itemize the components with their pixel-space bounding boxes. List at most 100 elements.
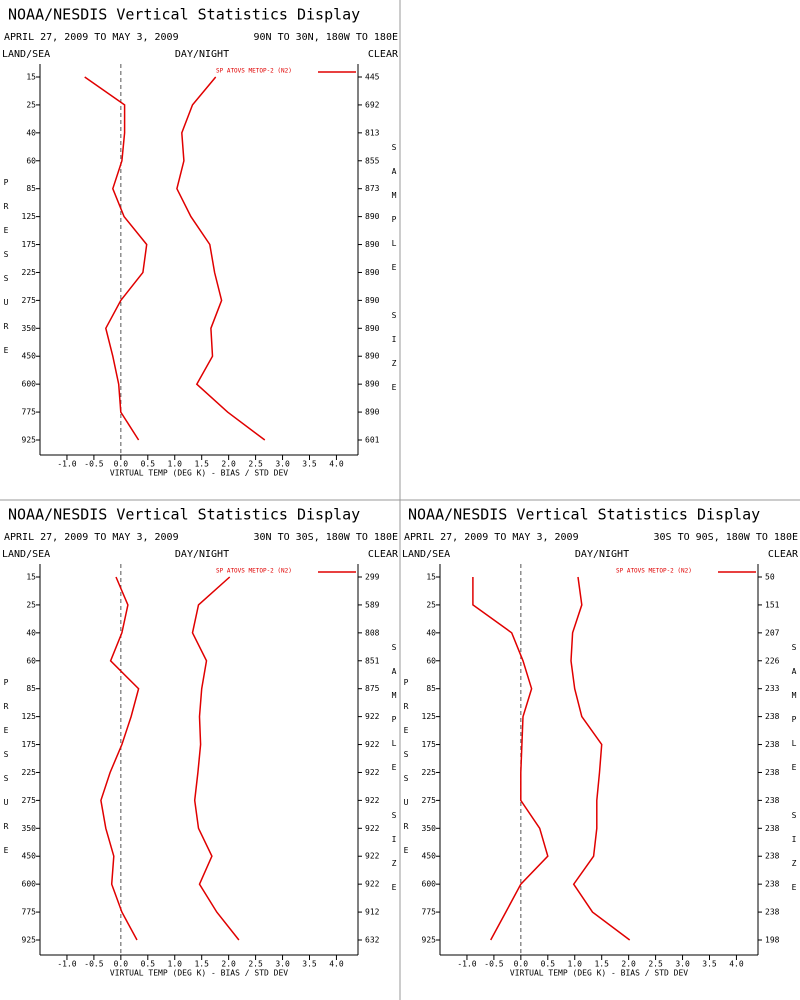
x-tick-label: 3.5 xyxy=(702,960,717,969)
series-line xyxy=(472,577,549,941)
y-tick-label: 40 xyxy=(26,628,36,637)
y-tick-label: 15 xyxy=(426,573,436,582)
date-range: APRIL 27, 2009 TO MAY 3, 2009 xyxy=(4,532,179,543)
y-tick-label: 925 xyxy=(22,436,37,445)
y-tick-label: 85 xyxy=(426,684,436,693)
y-tick-label: 85 xyxy=(26,184,36,193)
series-line xyxy=(570,576,631,941)
y-tick-label: 60 xyxy=(26,656,36,665)
x-tick-label: 2.5 xyxy=(648,960,663,969)
sample-size: 233 xyxy=(765,684,780,693)
x-tick-label: 0.5 xyxy=(541,960,556,969)
y-tick-label: 40 xyxy=(426,628,436,637)
panel: NOAA/NESDIS Vertical Statistics Display A… xyxy=(2,6,399,478)
x-tick-label: -1.0 xyxy=(57,460,76,469)
y2-axis-label: SAMPLE SIZE xyxy=(390,643,399,907)
y-axis-label: PRESSURE xyxy=(2,678,11,870)
series-line xyxy=(176,76,266,441)
y-tick-label: 40 xyxy=(26,128,36,137)
sample-size: 50 xyxy=(765,573,775,582)
x-tick-label: 4.0 xyxy=(329,460,344,469)
y-tick-label: 125 xyxy=(22,212,37,221)
sample-size: 445 xyxy=(365,73,380,82)
sample-size: 238 xyxy=(765,740,780,749)
region: 90N TO 30N, 180W TO 180E xyxy=(254,32,399,43)
sample-size: 922 xyxy=(365,712,380,721)
sample-size: 873 xyxy=(365,184,380,193)
x-tick-label: -1.0 xyxy=(457,960,476,969)
sample-size: 890 xyxy=(365,408,380,417)
y-tick-label: 775 xyxy=(22,408,37,417)
y-tick-label: 925 xyxy=(422,936,437,945)
region: 30N TO 30S, 180W TO 180E xyxy=(254,532,399,543)
sample-size: 851 xyxy=(365,656,380,665)
y-tick-label: 775 xyxy=(422,908,437,917)
x-tick-label: 1.5 xyxy=(194,460,209,469)
sample-size: 922 xyxy=(365,768,380,777)
sample-size: 813 xyxy=(365,128,380,137)
date-range: APRIL 27, 2009 TO MAY 3, 2009 xyxy=(404,532,579,543)
sample-size: 238 xyxy=(765,852,780,861)
y-tick-label: 175 xyxy=(22,740,37,749)
y-tick-label: 275 xyxy=(422,796,437,805)
y-tick-label: 225 xyxy=(22,768,37,777)
y-tick-label: 275 xyxy=(22,796,37,805)
x-tick-label: 1.0 xyxy=(168,460,183,469)
clear: CLEAR xyxy=(368,49,399,60)
sample-size: 238 xyxy=(765,908,780,917)
sample-size: 922 xyxy=(365,796,380,805)
x-tick-label: -0.5 xyxy=(484,960,503,969)
clear: CLEAR xyxy=(368,549,399,560)
x-tick-label: -0.5 xyxy=(84,460,103,469)
y-tick-label: 125 xyxy=(22,712,37,721)
y-tick-label: 125 xyxy=(422,712,437,721)
x-tick-label: 0.0 xyxy=(114,960,129,969)
x-axis-label: VIRTUAL TEMP (DEG K) - BIAS / STD DEV xyxy=(510,969,688,978)
sample-size: 151 xyxy=(765,600,780,609)
y-tick-label: 600 xyxy=(22,380,37,389)
y-axis-label: PRESSURE xyxy=(402,678,411,870)
y-tick-label: 15 xyxy=(26,73,36,82)
series-line xyxy=(191,576,240,941)
y2-axis-label: SAMPLE SIZE xyxy=(790,643,799,907)
y-tick-label: 175 xyxy=(22,240,37,249)
sample-size: 632 xyxy=(365,936,380,945)
y-tick-label: 15 xyxy=(26,573,36,582)
chart-title: NOAA/NESDIS Vertical Statistics Display xyxy=(8,6,360,24)
land-sea: LAND/SEA xyxy=(2,549,50,560)
y-tick-label: 450 xyxy=(422,852,437,861)
date-range: APRIL 27, 2009 TO MAY 3, 2009 xyxy=(4,32,179,43)
x-tick-label: 2.5 xyxy=(248,460,263,469)
x-tick-label: 2.5 xyxy=(248,960,263,969)
sample-size: 875 xyxy=(365,684,380,693)
sample-size: 922 xyxy=(365,740,380,749)
x-tick-label: 0.0 xyxy=(514,960,529,969)
y-tick-label: 350 xyxy=(22,824,37,833)
y-tick-label: 350 xyxy=(422,824,437,833)
sample-size: 890 xyxy=(365,324,380,333)
sample-size: 890 xyxy=(365,212,380,221)
x-tick-label: 4.0 xyxy=(729,960,744,969)
legend-label: SP ATOVS METOP-2 (N2) xyxy=(216,68,292,75)
sample-size: 238 xyxy=(765,768,780,777)
x-tick-label: 3.0 xyxy=(275,960,290,969)
x-tick-label: 1.5 xyxy=(194,960,209,969)
sample-size: 922 xyxy=(365,824,380,833)
x-tick-label: 3.5 xyxy=(302,960,317,969)
y-tick-label: 600 xyxy=(22,880,37,889)
y-tick-label: 600 xyxy=(422,880,437,889)
sample-size: 808 xyxy=(365,628,380,637)
y-tick-label: 925 xyxy=(22,936,37,945)
legend-label: SP ATOVS METOP-2 (N2) xyxy=(216,568,292,575)
y-tick-label: 25 xyxy=(426,600,436,609)
sample-size: 238 xyxy=(765,880,780,889)
legend-label: SP ATOVS METOP-2 (N2) xyxy=(616,568,692,575)
sample-size: 601 xyxy=(365,436,380,445)
clear: CLEAR xyxy=(768,549,799,560)
chart-title: NOAA/NESDIS Vertical Statistics Display xyxy=(408,506,760,524)
y-tick-label: 175 xyxy=(422,740,437,749)
day-night: DAY/NIGHT xyxy=(175,549,229,560)
y-tick-label: 775 xyxy=(22,908,37,917)
y-tick-label: 25 xyxy=(26,100,36,109)
x-tick-label: 3.0 xyxy=(275,460,290,469)
